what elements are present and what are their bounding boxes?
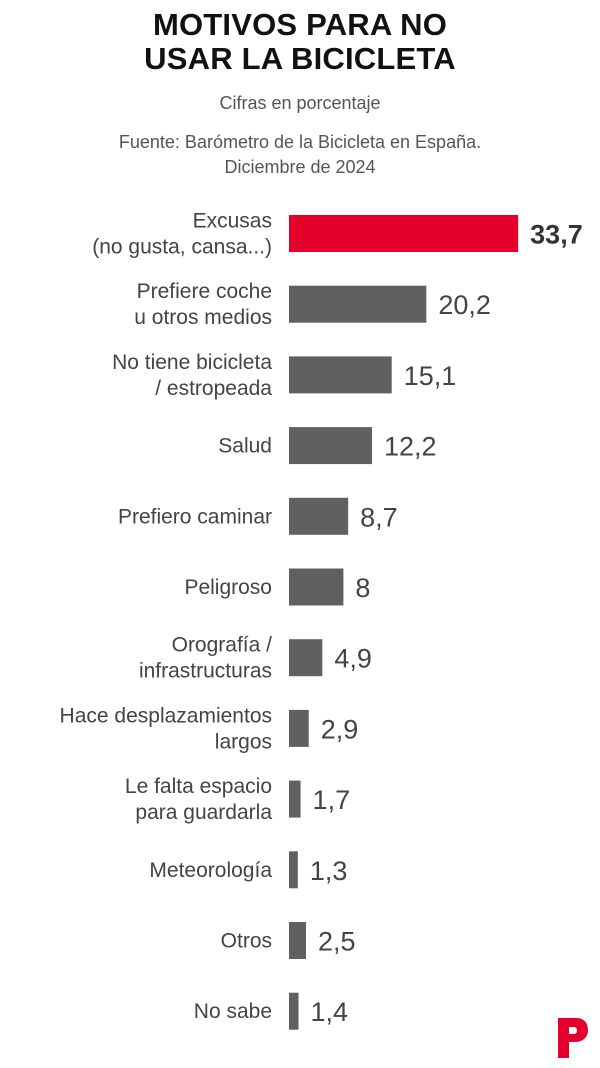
category-label-1-line-1: u otros medios <box>134 306 272 329</box>
bar-9 <box>289 851 298 889</box>
value-label-1: 20,2 <box>438 290 491 320</box>
category-label-0: Excusas (no gusta, cansa...) <box>92 210 272 259</box>
category-label-10: Otros <box>221 930 272 953</box>
category-label-10-line-0: Otros <box>221 930 272 953</box>
bar-11 <box>289 992 299 1030</box>
bar-7 <box>289 709 309 747</box>
category-label-2-line-1: / estropeada <box>155 377 272 400</box>
category-label-4: Prefiero caminar <box>118 505 272 528</box>
category-label-7-line-1: largos <box>215 730 272 753</box>
category-label-9: Meteorología <box>149 859 272 882</box>
category-label-5-line-0: Peligroso <box>184 576 272 599</box>
chart-title-line-1: MOTIVOS PARA NO <box>152 7 448 42</box>
value-label-4: 8,7 <box>360 502 398 532</box>
bar-5 <box>289 568 344 606</box>
publisher-p-logo-icon <box>558 1018 588 1058</box>
chart-source: Fuente: Barómetro de la Bicicleta en Esp… <box>0 130 600 180</box>
value-label-10: 2,5 <box>318 927 356 957</box>
category-label-8: Le falta espacio para guardarla <box>125 775 272 824</box>
category-label-0-line-0: Excusas <box>193 210 272 233</box>
category-label-2: No tiene bicicleta / estropeada <box>112 351 272 400</box>
category-label-5: Peligroso <box>184 576 272 599</box>
bar-8 <box>289 780 301 818</box>
chart-title: MOTIVOS PARA NO USAR LA BICICLETA <box>0 8 600 76</box>
category-label-8-line-0: Le falta espacio <box>125 775 272 798</box>
value-label-7: 2,9 <box>321 714 359 744</box>
chart-subtitle: Cifras en porcentaje <box>219 93 381 113</box>
value-label-2: 15,1 <box>404 361 457 391</box>
category-label-11-line-0: No sabe <box>194 1000 272 1023</box>
category-label-2-line-0: No tiene bicicleta <box>112 351 272 374</box>
bar-6 <box>289 639 323 677</box>
category-label-8-line-1: para guardarla <box>135 801 272 824</box>
category-label-1: Prefiere coche u otros medios <box>134 280 272 329</box>
value-label-9: 1,3 <box>310 856 348 886</box>
bar-10 <box>289 922 306 959</box>
category-label-1-line-0: Prefiere coche <box>137 280 272 303</box>
category-label-7: Hace desplazamientos largos <box>60 704 272 753</box>
category-label-6-line-1: infrastructuras <box>139 660 272 683</box>
category-label-0-line-1: (no gusta, cansa...) <box>92 236 272 259</box>
chart-source-line-1: Fuente: Barómetro de la Bicicleta en Esp… <box>118 132 482 152</box>
bar-4 <box>289 497 349 535</box>
bar-0 <box>289 215 519 252</box>
value-label-5: 8 <box>355 573 370 603</box>
category-label-3: Salud <box>218 435 272 458</box>
value-label-8: 1,7 <box>313 785 351 815</box>
value-label-11: 1,4 <box>311 997 349 1027</box>
bar-3 <box>289 427 372 465</box>
bar-1 <box>289 285 427 323</box>
chart-title-line-2: USAR LA BICICLETA <box>144 41 456 76</box>
value-label-3: 12,2 <box>384 432 437 462</box>
category-label-7-line-0: Hace desplazamientos <box>60 704 272 727</box>
category-label-3-line-0: Salud <box>218 435 272 458</box>
chart-source-line-2: Diciembre de 2024 <box>224 157 376 177</box>
value-label-0: 33,7 <box>530 220 583 250</box>
category-label-4-line-0: Prefiero caminar <box>118 505 272 528</box>
category-label-11: No sabe <box>194 1000 272 1023</box>
category-label-6-line-0: Orografía / <box>172 634 273 657</box>
bar-2 <box>289 356 392 394</box>
category-label-6: Orografía / infrastructuras <box>139 634 272 683</box>
category-label-9-line-0: Meteorología <box>149 859 272 882</box>
value-label-6: 4,9 <box>334 644 372 674</box>
